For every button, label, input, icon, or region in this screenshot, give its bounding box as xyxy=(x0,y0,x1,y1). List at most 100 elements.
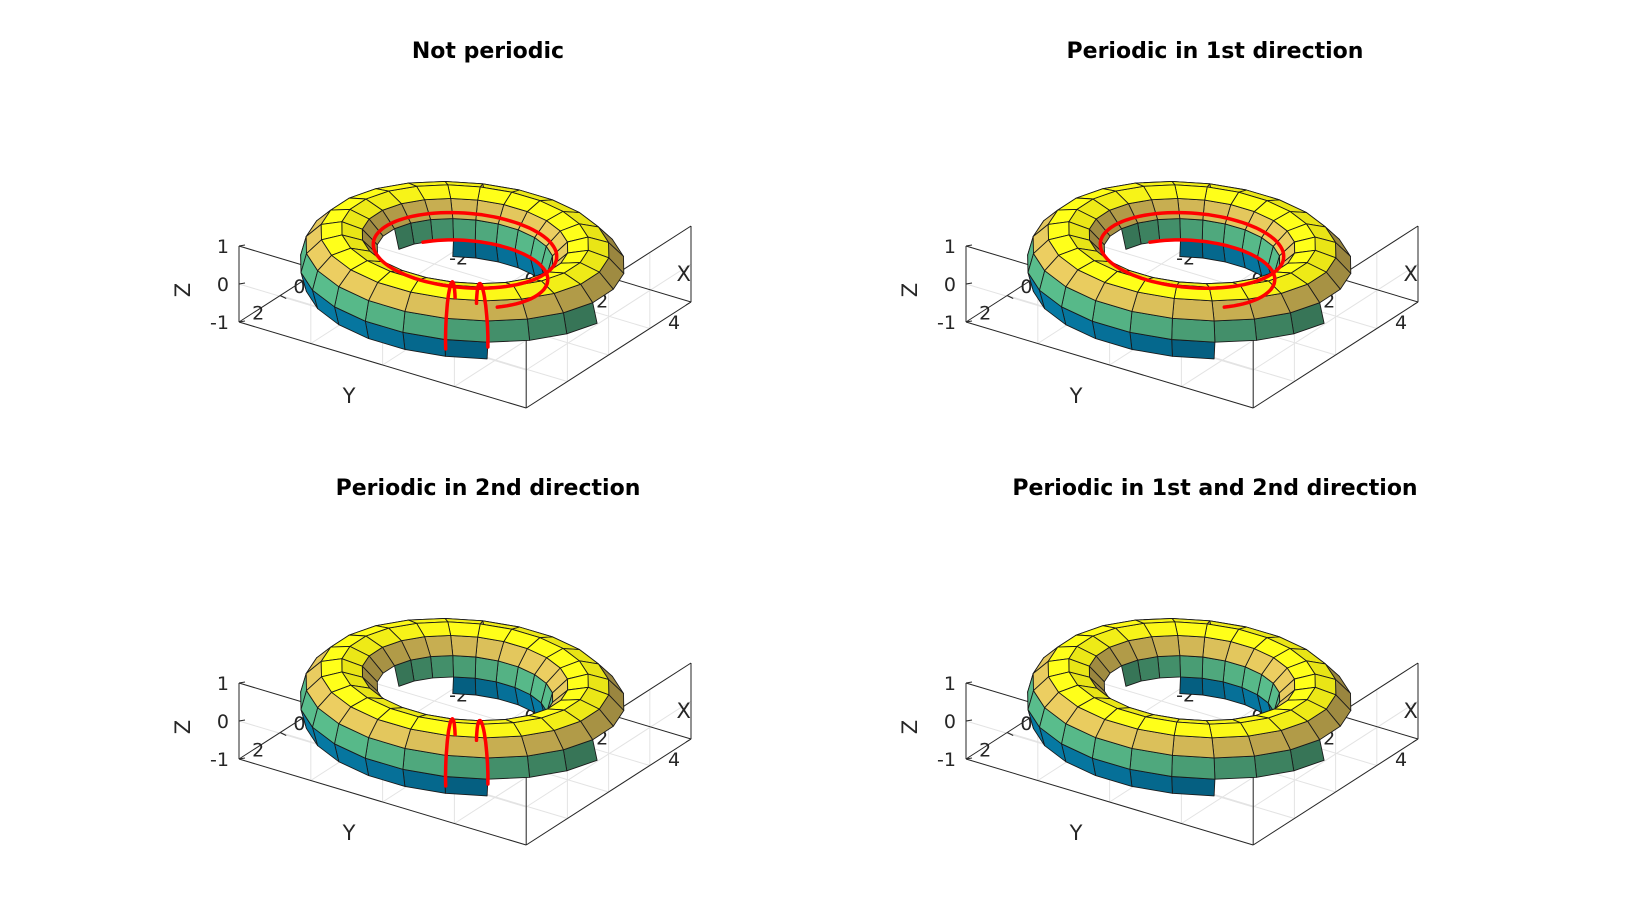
z-tick-mark xyxy=(965,681,973,684)
surface-patch xyxy=(1173,721,1213,739)
surface-patch xyxy=(484,735,528,759)
surface-patch xyxy=(1171,339,1216,360)
surface-patch xyxy=(1179,676,1204,696)
surface-patch xyxy=(1171,297,1215,322)
x-tick-label: 4 xyxy=(1395,749,1407,771)
axis-box-edge xyxy=(525,738,692,846)
surface-patch xyxy=(410,656,434,682)
z-gridline xyxy=(1252,700,1419,808)
x-axis-label: X xyxy=(677,262,691,286)
z-gridline xyxy=(525,700,692,808)
surface-patch xyxy=(1157,655,1181,679)
surface-patch xyxy=(1211,735,1255,759)
z-tick-label: -1 xyxy=(937,312,956,334)
surface-patch xyxy=(1213,318,1258,343)
y-tick-mark xyxy=(1006,295,1014,299)
y-tick-mark xyxy=(279,295,287,299)
z-axis-label: Z xyxy=(898,720,922,734)
surface-patch xyxy=(444,776,489,797)
surface-patch xyxy=(486,318,531,343)
y-axis-label: Y xyxy=(1069,821,1083,845)
z-tick-label: 1 xyxy=(944,236,956,258)
surface-patch xyxy=(1179,655,1204,679)
z-tick-label: 1 xyxy=(217,673,229,695)
x-tick-mark xyxy=(1412,738,1419,743)
axis-labels: X Y Z xyxy=(171,699,691,845)
seam-highlights xyxy=(371,210,559,351)
axis-box-edge xyxy=(238,321,527,409)
subplot-4: Periodic in 1st and 2nd direction -2024-… xyxy=(898,476,1419,846)
u-seam-highlight xyxy=(443,280,457,342)
subplot-3: Periodic in 2nd direction -2024-202-101X… xyxy=(171,476,692,846)
subplot-title: Periodic in 1st and 2nd direction xyxy=(1012,476,1417,501)
surface-patch xyxy=(331,684,368,708)
z-tick-label: -1 xyxy=(210,749,229,771)
surface-patch xyxy=(1213,755,1258,780)
u-seam-highlight xyxy=(443,717,457,779)
u-seam-highlight xyxy=(474,718,490,781)
z-tick-label: 0 xyxy=(217,711,229,733)
surface-patch xyxy=(450,634,479,658)
surface-patch xyxy=(1171,734,1215,759)
z-tick-label: 0 xyxy=(944,274,956,296)
z-tick-mark xyxy=(238,719,246,722)
torus-surface xyxy=(1027,180,1352,360)
subplot-title: Periodic in 1st direction xyxy=(1067,39,1364,64)
surface-patch xyxy=(444,297,488,322)
surface-patch xyxy=(1174,621,1208,638)
z-tick-mark xyxy=(238,681,246,684)
surface-patch xyxy=(1179,218,1204,242)
y-axis-label: Y xyxy=(1069,384,1083,408)
x-tick-label: 4 xyxy=(1395,312,1407,334)
z-tick-mark xyxy=(238,282,246,285)
z-tick-label: 1 xyxy=(217,236,229,258)
axis-labels: X Y Z xyxy=(898,262,1418,408)
surface-patch xyxy=(444,317,489,343)
x-axis-label: X xyxy=(1404,262,1418,286)
x-axis-label: X xyxy=(677,699,691,723)
surface-patch xyxy=(1058,247,1095,271)
surface-patch xyxy=(1171,317,1216,343)
y-tick-label: 0 xyxy=(1020,276,1032,298)
z-tick-mark xyxy=(965,244,973,247)
y-tick-label: 0 xyxy=(293,276,305,298)
surface-patch xyxy=(1174,184,1208,201)
z-tick-label: -1 xyxy=(210,312,229,334)
z-tick-label: 1 xyxy=(944,673,956,695)
y-axis-label: Y xyxy=(342,384,356,408)
z-axis-label: Z xyxy=(171,720,195,734)
y-tick-label: 0 xyxy=(293,713,305,735)
x-tick-label: 4 xyxy=(668,749,680,771)
x-axis-label: X xyxy=(1404,699,1418,723)
u-seam-highlight xyxy=(474,281,490,344)
surface-patch xyxy=(1171,776,1216,797)
y-axis-label: Y xyxy=(342,821,356,845)
surface-patch xyxy=(486,755,531,780)
surface-patch xyxy=(447,621,481,638)
axis-box-edge xyxy=(965,321,1254,409)
axis-box-edge xyxy=(1252,301,1419,409)
x-tick-mark xyxy=(1412,301,1419,306)
y-tick-mark xyxy=(1006,732,1014,736)
v-seam-highlight xyxy=(1098,210,1286,290)
x-tick-mark xyxy=(685,301,692,306)
ticks: -2024-202-101 xyxy=(210,673,692,771)
z-tick-label: 0 xyxy=(944,711,956,733)
y-tick-label: 2 xyxy=(979,740,991,762)
torus-surface xyxy=(1027,617,1352,797)
axis-box-edge xyxy=(238,758,527,846)
seam-highlights xyxy=(1098,210,1286,309)
surface-patch xyxy=(1157,218,1181,242)
subplot-title: Not periodic xyxy=(412,39,564,64)
z-gridline xyxy=(525,263,692,371)
axis-box-edge xyxy=(1252,738,1419,846)
v-seam-highlight xyxy=(421,238,550,309)
z-tick-mark xyxy=(238,757,246,760)
